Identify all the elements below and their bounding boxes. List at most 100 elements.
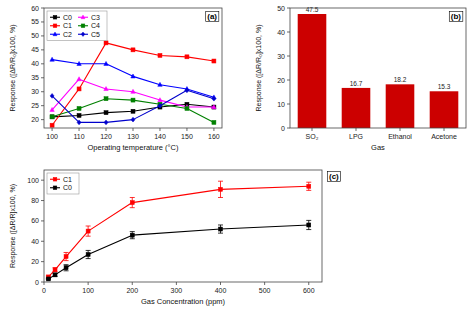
x-tick-label: 300	[171, 287, 183, 294]
legend-label: C4	[91, 22, 100, 29]
legend-marker	[53, 32, 57, 36]
annotation-box	[328, 172, 341, 182]
point	[212, 96, 216, 101]
x-tick-label: 150	[181, 133, 193, 140]
point	[77, 120, 81, 125]
data-label: 15.3	[438, 83, 451, 90]
bar	[298, 14, 327, 128]
y-tick	[287, 32, 290, 33]
series-line	[52, 104, 214, 117]
point	[104, 120, 108, 125]
y-tick-label: 35	[31, 74, 39, 81]
y-tick	[41, 35, 44, 36]
point	[77, 106, 81, 110]
marks	[298, 14, 459, 128]
y-tick-label: 45	[31, 46, 39, 53]
legend-marker	[53, 186, 57, 190]
y-axis-label: Response ([ΔR/R]x100, %)	[9, 184, 17, 268]
x-tick	[356, 128, 357, 131]
point	[104, 87, 108, 91]
y-tick-label: 20	[31, 116, 39, 123]
y-tick-label: 55	[31, 18, 39, 25]
legend: C1C0	[47, 173, 79, 194]
point	[131, 109, 135, 113]
legend-frame	[47, 173, 79, 194]
point	[77, 87, 81, 91]
data-label: 16.7	[350, 80, 363, 87]
x-tick-label: LPG	[349, 133, 363, 140]
point	[50, 115, 54, 119]
y-tick-label: 25	[31, 102, 39, 109]
point	[50, 115, 54, 119]
y-tick	[41, 200, 44, 201]
point	[77, 61, 81, 65]
x-tick	[264, 282, 265, 285]
x-tick-label: 0	[42, 287, 46, 294]
point	[219, 227, 223, 231]
series-line	[52, 79, 214, 110]
y-tick-label: 30	[277, 53, 285, 60]
bar	[342, 88, 371, 128]
annotation: (a)	[207, 12, 217, 21]
plot-frame	[44, 8, 222, 128]
x-tick	[400, 128, 401, 131]
data-label: 47.5	[306, 6, 319, 13]
x-tick	[44, 282, 45, 285]
error-bar	[306, 182, 311, 190]
legend-marker	[53, 177, 57, 181]
y-tick	[41, 241, 44, 242]
y-tick-label: 100	[27, 177, 39, 184]
annotation: (b)	[451, 12, 462, 21]
y-tick	[287, 8, 290, 9]
y-tick	[287, 80, 290, 81]
y-tick	[287, 56, 290, 57]
x-tick	[176, 282, 177, 285]
panel: 01020304050SO₂LPGEthanolAcetoneGasRespon…	[255, 5, 466, 153]
y-tick	[287, 104, 290, 105]
point	[50, 94, 54, 99]
y-tick	[41, 180, 44, 181]
y-tick	[41, 119, 44, 120]
x-tick	[132, 282, 133, 285]
point	[64, 255, 68, 259]
x-tick	[133, 128, 134, 131]
plot-area	[290, 8, 466, 128]
y-tick-label: 10	[277, 101, 285, 108]
error-bar	[86, 226, 91, 236]
point	[50, 57, 54, 61]
point	[77, 77, 81, 81]
legend: C0C1C2C3C4C5	[47, 11, 107, 41]
x-tick	[220, 282, 221, 285]
point	[104, 111, 108, 115]
y-tick-label: 40	[31, 238, 39, 245]
x-tick-label: 600	[303, 287, 315, 294]
point	[86, 229, 90, 233]
data-label: 18.2	[394, 76, 407, 83]
x-tick-label: 120	[100, 133, 112, 140]
plot-frame	[44, 170, 322, 282]
point	[130, 201, 134, 205]
y-tick-label: 40	[31, 60, 39, 67]
legend-marker	[53, 15, 57, 19]
y-tick	[41, 220, 44, 221]
point	[212, 105, 216, 109]
x-tick-label: 100	[82, 287, 94, 294]
x-tick	[213, 128, 214, 131]
point	[53, 268, 57, 272]
point	[185, 106, 189, 110]
annotation: (c)	[329, 172, 339, 181]
panel-label: (a)	[206, 12, 219, 22]
x-tick	[312, 128, 313, 131]
point	[212, 59, 216, 63]
x-tick	[106, 128, 107, 131]
legend-marker	[81, 24, 85, 28]
x-tick	[159, 128, 160, 131]
point	[158, 98, 162, 102]
figure: 202530354045505560100110120130140150160O…	[0, 0, 474, 326]
point	[50, 123, 54, 127]
error-bar	[218, 225, 223, 233]
legend-marker	[81, 15, 85, 19]
legend-label: C0	[63, 14, 72, 21]
y-tick	[41, 21, 44, 22]
panel-label: (c)	[328, 172, 341, 182]
